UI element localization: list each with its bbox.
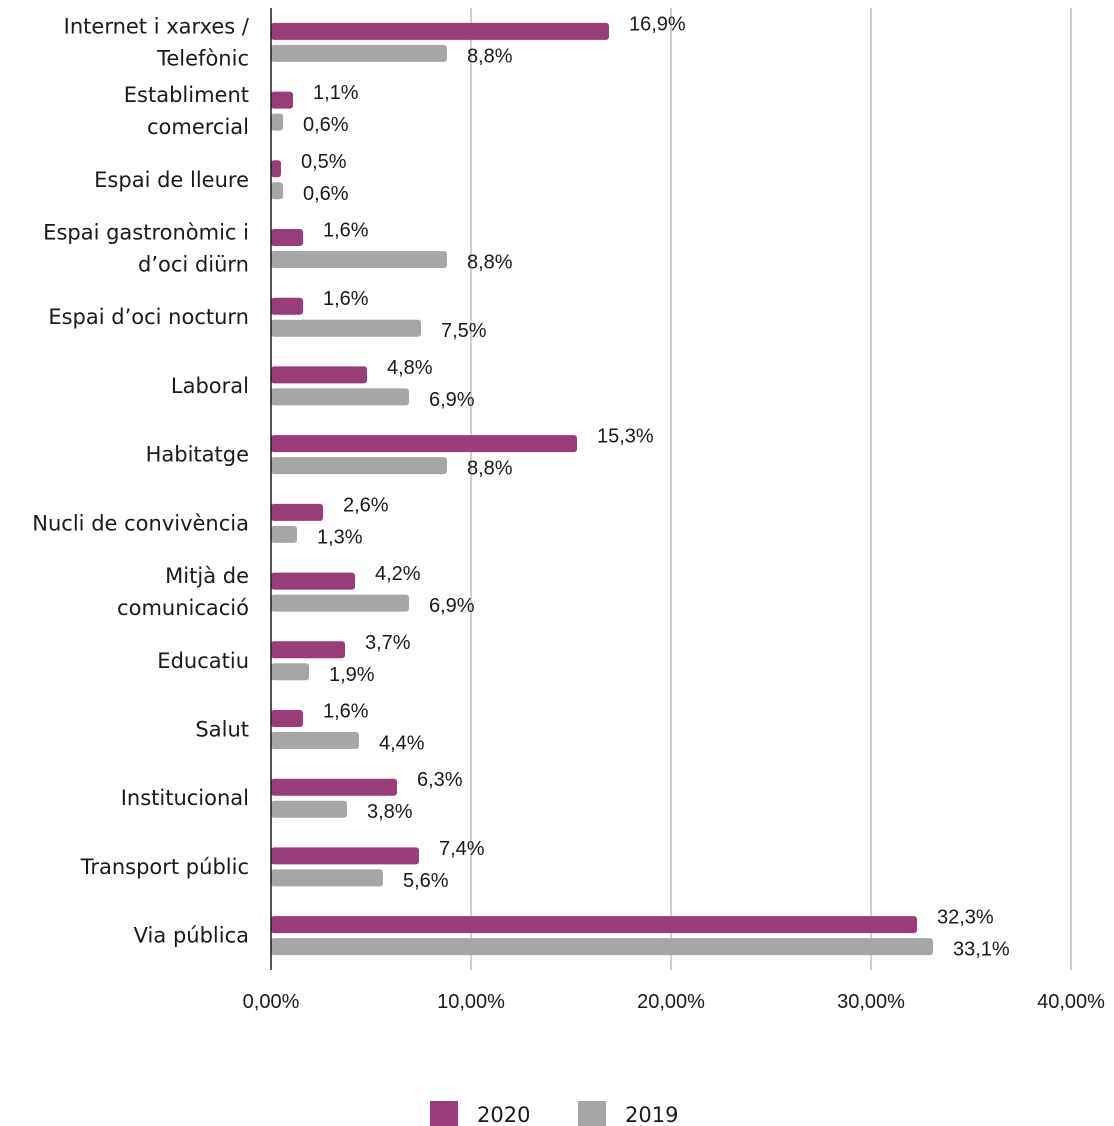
category-label: Espai gastronòmic i (43, 221, 249, 245)
gridlines (470, 8, 1072, 970)
category-label: Espai de lleure (94, 168, 249, 192)
data-label-2019: 6,9% (429, 389, 475, 411)
x-tick-label: 0,00% (243, 991, 300, 1013)
x-tick-label: 40,00% (1037, 991, 1105, 1013)
category-label: comunicació (117, 596, 249, 620)
category-label: Via pública (134, 924, 249, 948)
bar-2019 (271, 182, 283, 200)
data-label-2019: 5,6% (403, 870, 449, 892)
category-labels: Internet i xarxes / Telefònic Establiment c… (32, 14, 250, 947)
category-label: d’oci diürn (138, 253, 249, 277)
x-tick-label: 20,00% (637, 991, 705, 1013)
bar-2020 (271, 778, 397, 796)
legend-swatch-2019 (578, 1101, 606, 1126)
bar-2020 (271, 229, 303, 246)
bar-2020 (271, 366, 367, 384)
category-label: Laboral (171, 374, 249, 398)
data-label-2019: 7,5% (441, 320, 487, 342)
data-label-2019: 8,8% (467, 252, 513, 274)
bars (271, 22, 933, 956)
data-label-2019: 33,1% (953, 939, 1010, 961)
data-label-2020: 2,6% (343, 494, 389, 516)
category-label: comercial (147, 115, 249, 139)
data-label-2020: 15,3% (597, 426, 654, 448)
data-label-2020: 32,3% (937, 907, 994, 929)
bar-2019 (271, 594, 409, 612)
bar-2019 (271, 525, 297, 543)
data-label-2019: 4,4% (379, 733, 425, 755)
data-label-2019: 0,6% (303, 114, 349, 136)
bar-2020 (271, 572, 355, 590)
data-label-2020: 7,4% (439, 838, 485, 860)
category-label: Salut (195, 718, 249, 742)
category-label: Habitatge (146, 443, 249, 467)
bar-2019 (271, 388, 409, 406)
category-label: Espai d’oci nocturn (48, 305, 249, 329)
data-label-2020: 3,7% (365, 632, 411, 654)
bar-2019 (271, 113, 283, 131)
data-label-2020: 4,8% (387, 357, 433, 379)
bar-2020 (271, 22, 609, 40)
data-label-2020: 1,1% (313, 82, 359, 104)
bar-2020 (271, 503, 323, 521)
data-label-2020: 16,9% (629, 13, 686, 35)
x-tick-label: 30,00% (837, 991, 905, 1013)
bar-2020 (271, 847, 419, 865)
bar-2019 (271, 938, 933, 956)
bar-2020 (271, 641, 345, 659)
bar-2019 (271, 251, 447, 268)
x-axis-tick-labels: 0,00% 10,00% 20,00% 30,00% 40,00% (243, 991, 1105, 1013)
data-label-2020: 1,6% (323, 701, 369, 723)
category-label: Transport públic (80, 855, 249, 879)
legend-swatch-2020 (430, 1101, 458, 1126)
bar-2019 (271, 319, 421, 337)
data-label-2020: 1,6% (323, 288, 369, 310)
bar-2020 (271, 435, 577, 453)
legend: 2020 2019 (430, 1101, 678, 1126)
bar-2020 (271, 916, 917, 934)
category-label: Establiment (124, 83, 249, 107)
legend-label-2019: 2019 (625, 1103, 678, 1126)
category-label: Telefònic (156, 46, 249, 70)
category-label: Nucli de convivència (32, 511, 249, 535)
category-label: Institucional (121, 786, 249, 810)
data-label-2019: 8,8% (467, 45, 513, 67)
bar-2020 (271, 160, 281, 178)
data-label-2020: 0,5% (301, 151, 347, 173)
bar-2019 (271, 732, 359, 749)
category-label: Internet i xarxes / (64, 14, 250, 38)
value-labels: 16,9% 8,8% 1,1% 0,6% 0,5% 0,6% 1,6% 8,8% 1,6% 7,5… (301, 13, 1010, 960)
data-label-2020: 1,6% (323, 220, 369, 242)
category-label: Mitjà de (165, 564, 249, 588)
category-label: Educatiu (157, 649, 249, 673)
bar-2019 (271, 663, 309, 681)
bar-2019 (271, 457, 447, 475)
data-label-2020: 6,3% (417, 769, 463, 791)
bar-2019 (271, 800, 347, 818)
data-label-2019: 1,9% (329, 664, 375, 686)
data-label-2019: 8,8% (467, 458, 513, 480)
bar-2019 (271, 869, 383, 887)
bar-2019 (271, 44, 447, 62)
data-label-2019: 3,8% (367, 801, 413, 823)
bar-2020 (271, 297, 303, 315)
data-label-2020: 4,2% (375, 563, 421, 585)
bar-2020 (271, 91, 293, 109)
data-label-2019: 0,6% (303, 183, 349, 205)
data-label-2019: 6,9% (429, 595, 475, 617)
x-tick-label: 10,00% (437, 991, 505, 1013)
bar-2020 (271, 710, 303, 727)
legend-label-2020: 2020 (477, 1103, 530, 1126)
data-label-2019: 1,3% (317, 526, 363, 548)
